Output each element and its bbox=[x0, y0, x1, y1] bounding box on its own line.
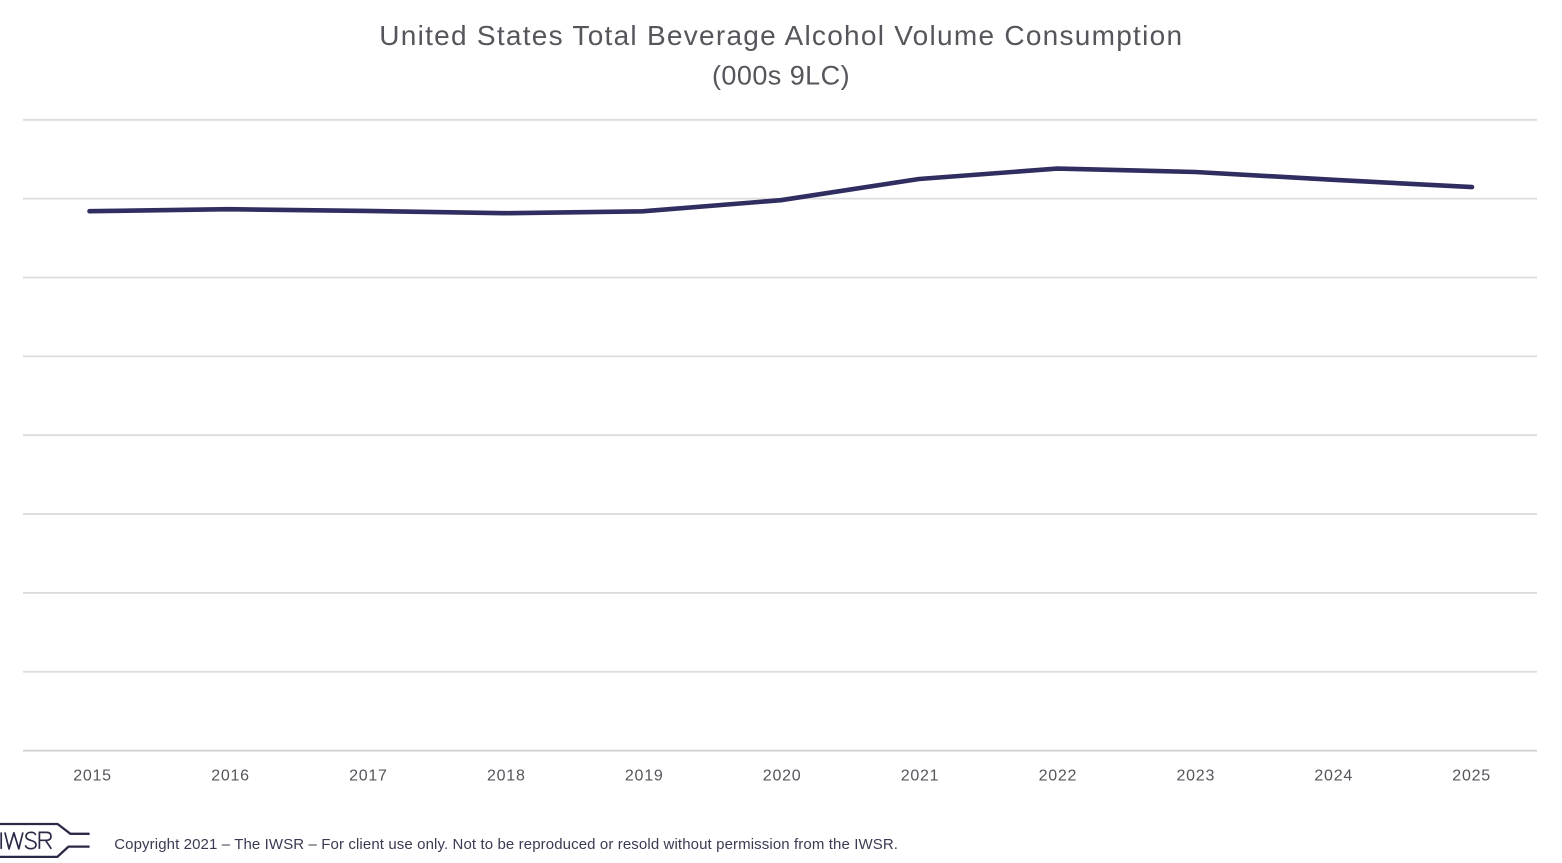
svg-text:2020: 2020 bbox=[763, 768, 802, 785]
svg-text:2017: 2017 bbox=[349, 768, 388, 785]
svg-text:Copyright 2021 – The IWSR – Fo: Copyright 2021 – The IWSR – For client u… bbox=[114, 836, 898, 853]
svg-text:(000s 9LC): (000s 9LC) bbox=[712, 61, 850, 91]
svg-text:2022: 2022 bbox=[1039, 768, 1078, 785]
svg-text:2018: 2018 bbox=[487, 768, 526, 785]
svg-text:United States Total Beverage A: United States Total Beverage Alcohol Vol… bbox=[379, 20, 1183, 51]
svg-text:2019: 2019 bbox=[625, 768, 664, 785]
svg-text:2021: 2021 bbox=[901, 768, 940, 785]
svg-text:2015: 2015 bbox=[73, 768, 112, 785]
svg-text:2025: 2025 bbox=[1452, 768, 1491, 785]
svg-text:2023: 2023 bbox=[1177, 768, 1216, 785]
svg-text:2024: 2024 bbox=[1314, 768, 1353, 785]
svg-text:2016: 2016 bbox=[211, 768, 250, 785]
